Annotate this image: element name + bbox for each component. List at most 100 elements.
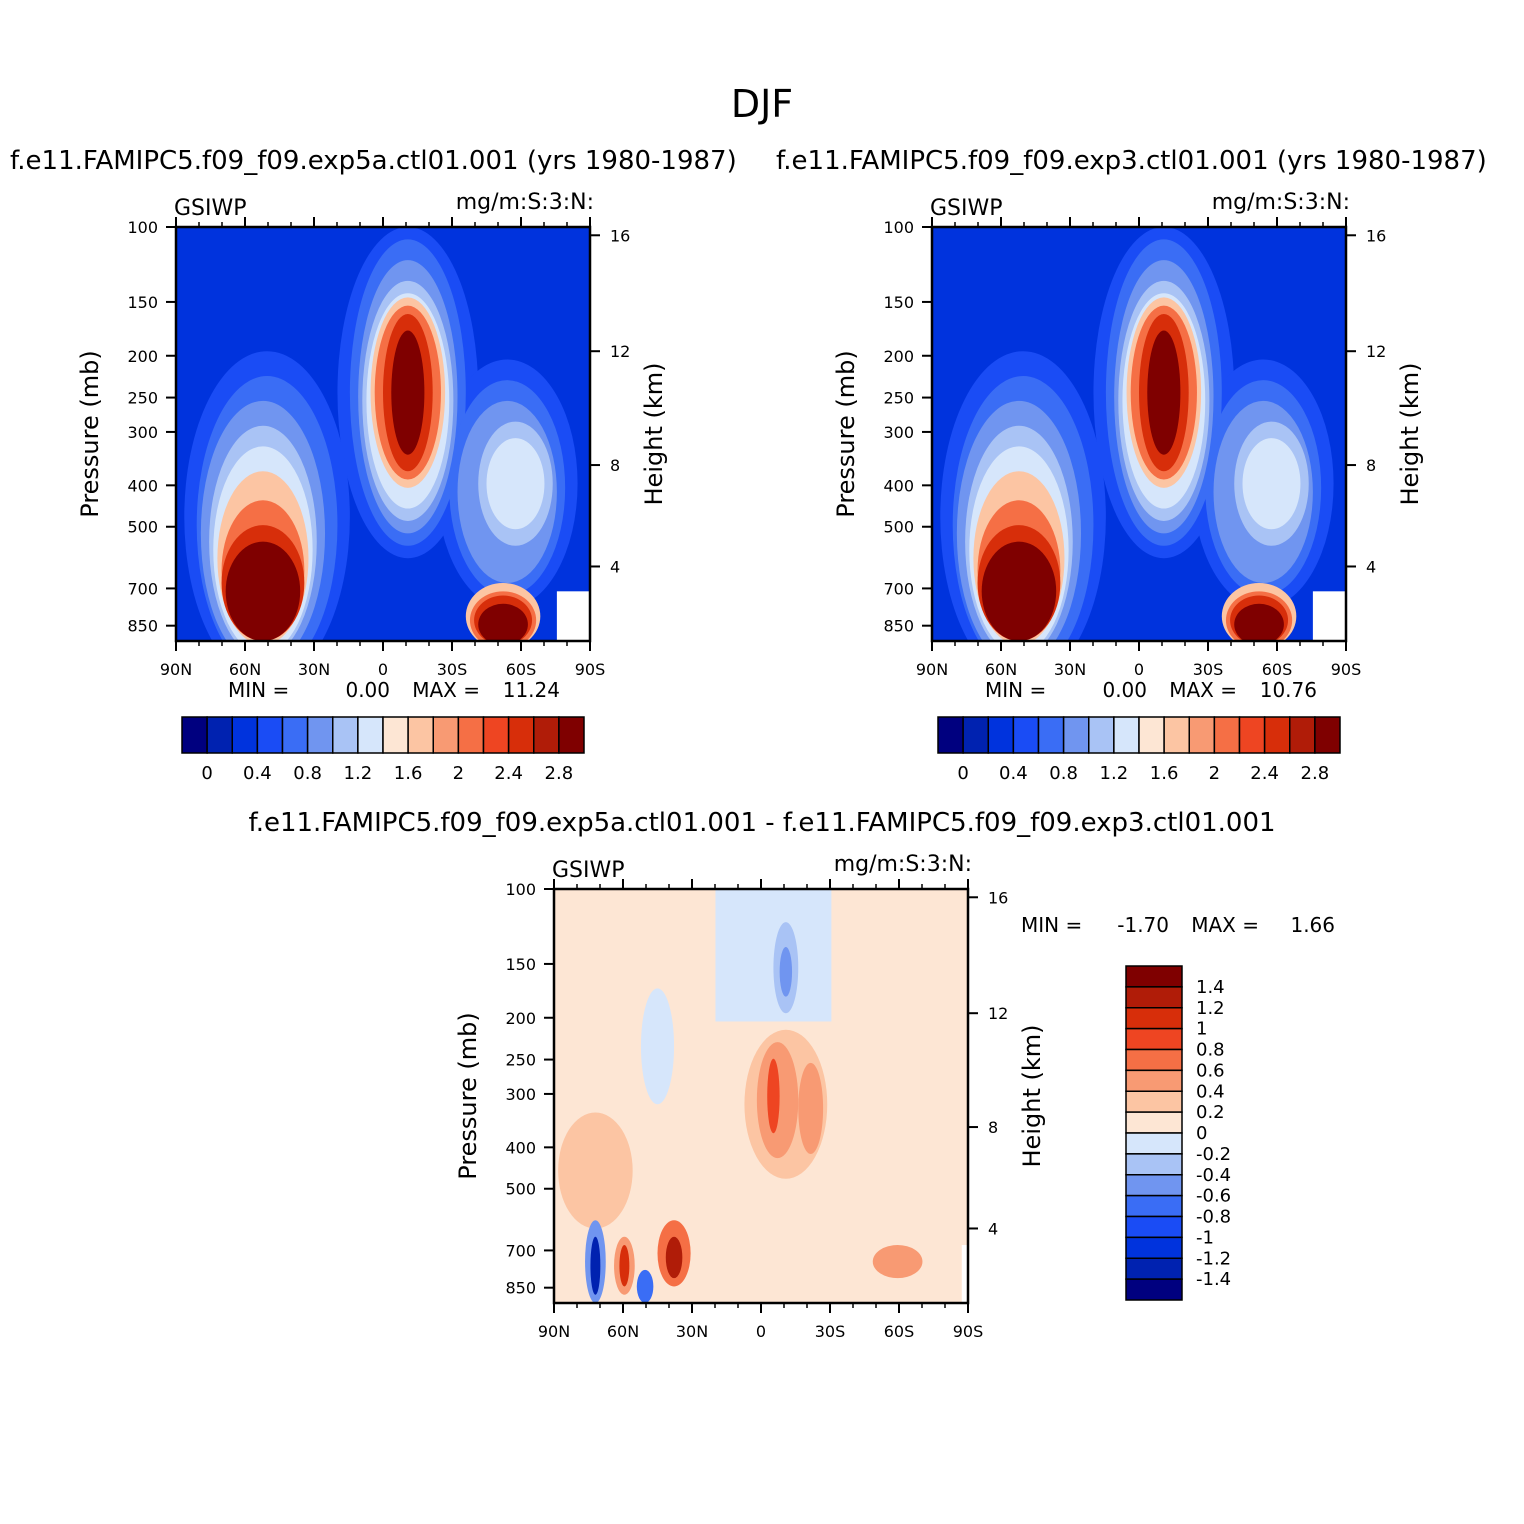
max-label: MAX = <box>412 678 480 702</box>
y-right-tick-label: 8 <box>988 1118 998 1137</box>
colorbar-box <box>507 716 535 754</box>
y-tick-label: 150 <box>505 955 536 974</box>
y-tick-label: 150 <box>127 293 158 312</box>
colorbar-box <box>1263 716 1291 754</box>
y-axis-title: Pressure (mb) <box>454 1012 482 1179</box>
colorbar-box <box>1125 1236 1183 1259</box>
right-corner-label: mg/m:S:3:N: <box>1212 190 1350 215</box>
y-tick-label: 400 <box>883 476 914 495</box>
contour-fill <box>636 1269 654 1303</box>
colorbar-box <box>1125 1027 1183 1051</box>
contour-fill <box>1147 330 1181 455</box>
colorbar-label: 1.6 <box>1150 763 1179 784</box>
colorbar-box <box>382 716 409 754</box>
contour-fill <box>590 1236 601 1295</box>
colorbar-box <box>1314 716 1341 754</box>
panel-3-title: f.e11.FAMIPC5.f09_f09.exp5a.ctl01.001 - … <box>248 808 1276 838</box>
contour-fill <box>715 889 832 1022</box>
min-label: MIN = <box>985 678 1047 702</box>
right-corner-label: mg/m:S:3:N: <box>456 190 594 215</box>
colorbar-box <box>1125 965 1183 988</box>
colorbar-box <box>1163 716 1190 754</box>
colorbar-box <box>457 716 485 754</box>
colorbar-box <box>533 716 560 754</box>
y-right-tick-label: 16 <box>1366 226 1386 245</box>
y-right-tick-label: 4 <box>610 557 620 576</box>
y-right-tick-label: 8 <box>610 456 620 475</box>
colorbar-label: 0 <box>957 763 968 784</box>
colorbar-box <box>1125 1111 1183 1134</box>
colorbar-label: 2.8 <box>545 763 574 784</box>
page-title: DJF <box>730 82 794 126</box>
max-value: 11.24 <box>502 678 560 702</box>
colorbar-box <box>1037 716 1065 754</box>
contour-fill <box>619 1245 630 1287</box>
colorbar-box <box>1138 716 1165 754</box>
y-tick-label: 250 <box>883 389 914 408</box>
missing-data <box>961 1245 968 1303</box>
panel-2-minmax: MIN = 0.00 MAX = 10.76 <box>985 678 1317 702</box>
colorbar-label: -1.2 <box>1196 1248 1231 1269</box>
colorbar-label: 2.8 <box>1301 763 1330 784</box>
colorbar-box <box>1125 1069 1183 1092</box>
x-tick-label: 90S <box>1331 660 1362 679</box>
colorbar-label: -1.4 <box>1196 1269 1231 1290</box>
x-tick-label: 30N <box>676 1322 708 1341</box>
colorbar-label: 0.2 <box>1196 1102 1225 1123</box>
colorbar-label: 2.4 <box>1250 763 1279 784</box>
x-tick-label: 90N <box>160 660 192 679</box>
colorbar-box <box>987 716 1015 754</box>
left-corner-label: GSIWP <box>930 196 1003 221</box>
y-tick-label: 300 <box>127 423 158 442</box>
min-label: MIN = <box>1021 913 1083 937</box>
y-tick-label: 100 <box>505 880 536 899</box>
colorbar-box <box>1125 1257 1183 1280</box>
colorbar-box <box>1062 716 1090 754</box>
panel-1-colorbar: 0 0.4 0.8 1.2 1.6 2 2.4 2.8 <box>181 716 585 784</box>
colorbar-box <box>1125 986 1183 1009</box>
missing-data <box>1312 591 1346 641</box>
colorbar-box <box>1125 1090 1183 1113</box>
colorbar-box <box>1125 1194 1183 1218</box>
colorbar-box <box>1125 1007 1183 1030</box>
colorbar-label: 1.6 <box>394 763 423 784</box>
contour-fill <box>391 330 425 455</box>
panel-2-colorbar: 0 0.4 0.8 1.2 1.6 2 2.4 2.8 <box>937 716 1341 784</box>
min-value: 0.00 <box>345 678 390 702</box>
y-right-axis-title: Height (km) <box>640 363 668 506</box>
y-tick-label: 300 <box>505 1085 536 1104</box>
contour-fill <box>1234 603 1284 641</box>
panel-3-minmax: MIN = -1.70 MAX = 1.66 <box>1021 913 1335 937</box>
y-tick-label: 700 <box>883 579 914 598</box>
colorbar-box <box>1238 716 1266 754</box>
contour-fill <box>1242 438 1301 530</box>
colorbar-label: 1.2 <box>344 763 373 784</box>
x-tick-label: 90S <box>575 660 606 679</box>
colorbar-label: 2 <box>453 763 464 784</box>
y-right-tick-label: 16 <box>988 888 1008 907</box>
colorbar-label: 1.2 <box>1100 763 1129 784</box>
x-tick-label: 60S <box>1262 660 1293 679</box>
max-label: MAX = <box>1169 678 1237 702</box>
contour-fill <box>981 541 1057 641</box>
min-value: -1.70 <box>1117 913 1169 937</box>
y-tick-label: 850 <box>505 1279 536 1298</box>
left-corner-label: GSIWP <box>174 196 247 221</box>
colorbar-label: 0.4 <box>1196 1081 1225 1102</box>
contour-fill <box>872 1245 923 1279</box>
colorbar-box <box>1125 1048 1183 1072</box>
y-tick-label: 250 <box>127 389 158 408</box>
left-corner-label: GSIWP <box>552 858 625 883</box>
x-tick-label: 0 <box>1134 660 1144 679</box>
y-tick-label: 500 <box>127 518 158 537</box>
colorbar-box <box>1113 716 1140 754</box>
colorbar-label: -0.6 <box>1196 1186 1231 1207</box>
x-tick-label: 60N <box>985 660 1017 679</box>
y-tick-label: 100 <box>127 218 158 237</box>
panel-1-minmax: MIN = 0.00 MAX = 11.24 <box>228 678 560 702</box>
y-tick-label: 700 <box>127 579 158 598</box>
colorbar-label: 1.4 <box>1196 977 1225 998</box>
colorbar-box <box>1289 716 1316 754</box>
y-tick-label: 850 <box>127 617 158 636</box>
